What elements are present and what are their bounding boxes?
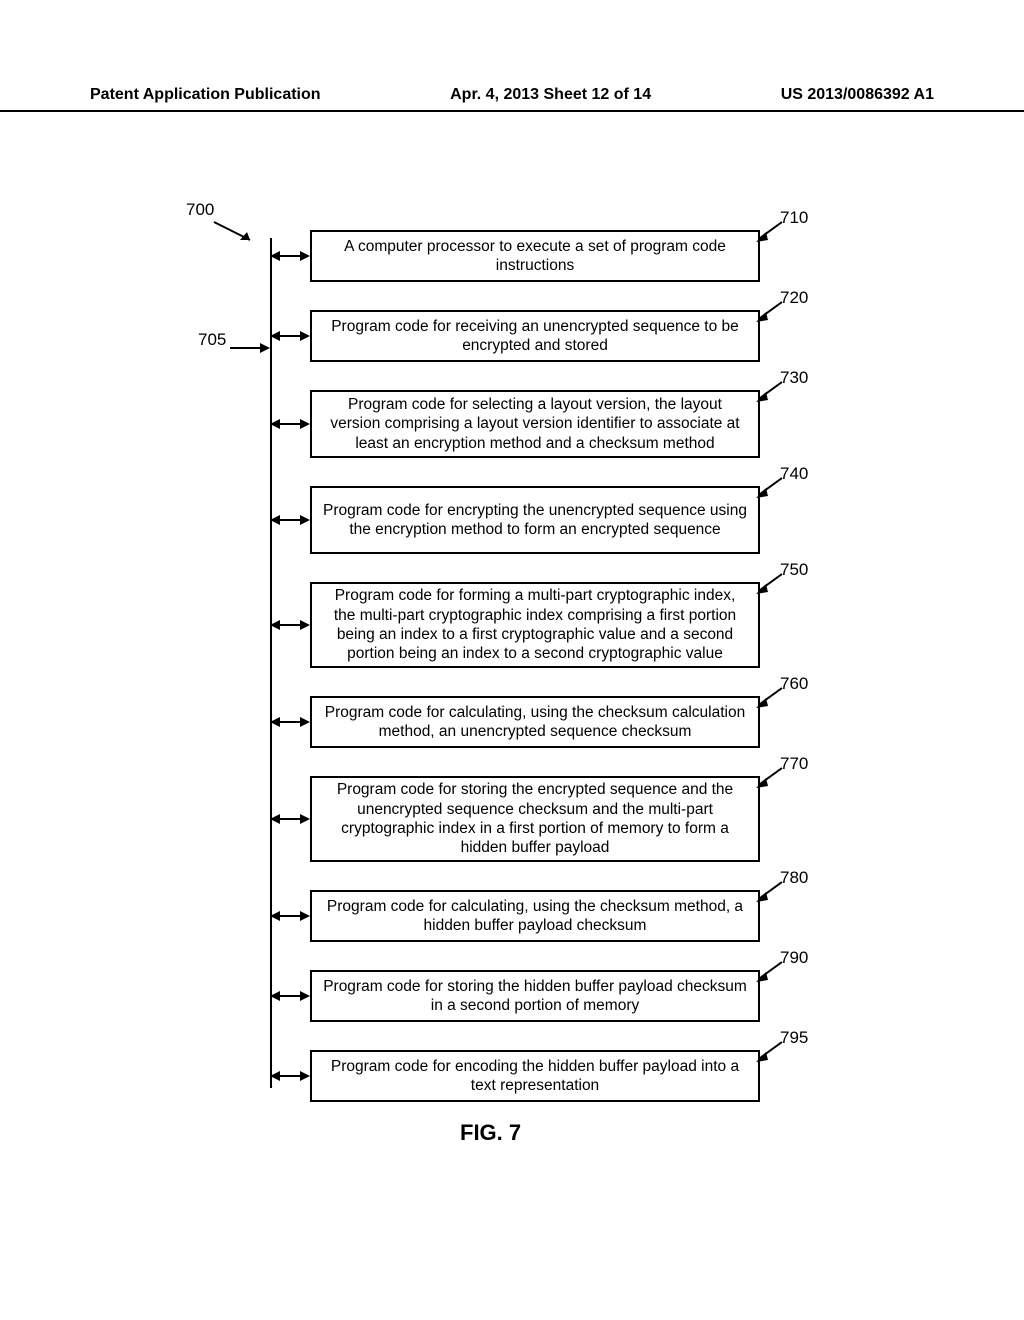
step-leader-710 <box>754 218 788 251</box>
header-center: Apr. 4, 2013 Sheet 12 of 14 <box>450 86 651 104</box>
flow-spine <box>270 238 272 1088</box>
flow-step-790: Program code for storing the hidden buff… <box>310 970 760 1022</box>
flow-step-730: Program code for selecting a layout vers… <box>310 390 760 458</box>
connector-750 <box>270 617 310 638</box>
header-right: US 2013/0086392 A1 <box>781 86 934 104</box>
step-leader-790 <box>754 958 788 991</box>
header-left: Patent Application Publication <box>90 86 321 104</box>
flow-step-760: Program code for calculating, using the … <box>310 696 760 748</box>
step-leader-760 <box>754 684 788 717</box>
flow-step-795: Program code for encoding the hidden buf… <box>310 1050 760 1102</box>
page-header: Patent Application Publication Apr. 4, 2… <box>0 86 1024 112</box>
step-leader-780 <box>754 878 788 911</box>
spine-ref-705: 705 <box>198 330 226 350</box>
step-leader-795 <box>754 1038 788 1071</box>
connector-740 <box>270 512 310 533</box>
flow-step-770: Program code for storing the encrypted s… <box>310 776 760 862</box>
flowchart-diagram: 700 705 A computer processor to execute … <box>90 200 934 1200</box>
connector-730 <box>270 416 310 437</box>
figure-ref-700-arrow <box>210 218 260 244</box>
connector-760 <box>270 714 310 735</box>
connector-790 <box>270 988 310 1009</box>
flow-step-720: Program code for receiving an unencrypte… <box>310 310 760 362</box>
step-leader-730 <box>754 378 788 411</box>
flow-step-710: A computer processor to execute a set of… <box>310 230 760 282</box>
figure-ref-700: 700 <box>186 200 214 220</box>
step-leader-720 <box>754 298 788 331</box>
flow-step-740: Program code for encrypting the unencryp… <box>310 486 760 554</box>
connector-795 <box>270 1068 310 1089</box>
flow-step-750: Program code for forming a multi-part cr… <box>310 582 760 668</box>
connector-780 <box>270 908 310 929</box>
connector-720 <box>270 328 310 349</box>
step-leader-750 <box>754 570 788 603</box>
step-leader-740 <box>754 474 788 507</box>
spine-ref-705-arrow <box>228 338 274 358</box>
connector-710 <box>270 248 310 269</box>
figure-caption: FIG. 7 <box>460 1120 521 1146</box>
connector-770 <box>270 811 310 832</box>
step-leader-770 <box>754 764 788 797</box>
flow-step-780: Program code for calculating, using the … <box>310 890 760 942</box>
